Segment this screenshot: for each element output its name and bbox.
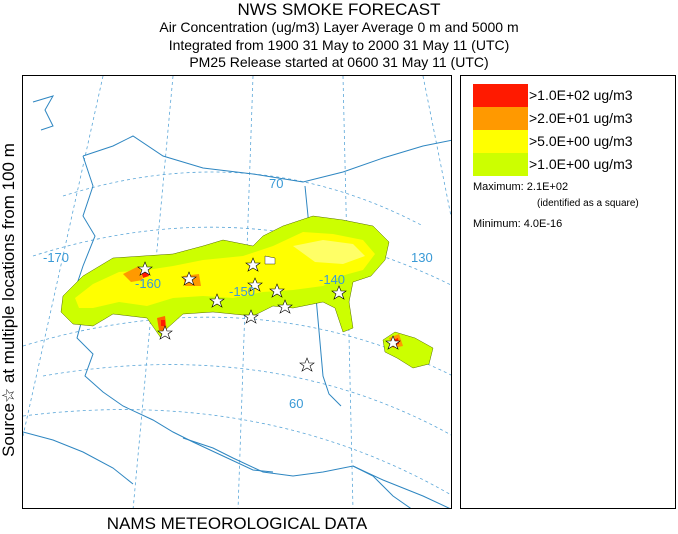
- source-markers: [137, 257, 401, 372]
- legend-maximum: Maximum: 2.1E+02: [473, 181, 569, 193]
- lat-line-55: [23, 409, 451, 496]
- label-lat-60: 60: [289, 396, 303, 411]
- legend-label-level2: >5.0E+00 ug/m3: [529, 133, 633, 149]
- legend-swatch-level3: [473, 107, 528, 130]
- source-star: [299, 357, 315, 372]
- source-star: [209, 293, 225, 308]
- label-lon-140: -140: [319, 272, 345, 287]
- map-panel: -170 -160 -150 -140 130 70 60: [22, 75, 452, 509]
- legend-label-level1: >1.0E+00 ug/m3: [529, 156, 633, 172]
- legend-swatch-level2: [473, 130, 528, 153]
- source-star: [247, 277, 263, 292]
- legend-label-level4: >1.0E+02 ug/m3: [529, 87, 633, 103]
- subtitle-release: PM25 Release started at 0600 31 May 11 (…: [189, 54, 489, 70]
- legend-maximum-note: (identified as a square): [537, 198, 639, 209]
- label-lon-160: -160: [135, 276, 161, 291]
- plume-level4-b: [161, 320, 165, 326]
- smoke-plume: [60, 215, 434, 369]
- legend-row-level3: >2.0E+01 ug/m3: [473, 107, 673, 130]
- map-canvas: -170 -160 -150 -140 130 70 60: [23, 76, 451, 508]
- source-star: [269, 283, 285, 298]
- legend-row-level2: >5.0E+00 ug/m3: [473, 130, 673, 153]
- legend-swatch-level1: [473, 153, 528, 176]
- lon-line-130: [422, 76, 451, 219]
- lat-line-60: [42, 364, 451, 436]
- met-data-label: NAMS METEOROLOGICAL DATA: [106, 514, 368, 533]
- label-lat-70: 70: [269, 176, 283, 191]
- coast-chukotka: [32, 95, 55, 131]
- latitude-lines: [23, 171, 451, 496]
- plume-level2-core: [293, 240, 365, 264]
- source-star: [277, 299, 293, 314]
- source-height-label: Source☆ at multiple locations from 100 m: [0, 143, 18, 457]
- plume-level3-a: [123, 266, 143, 282]
- subtitle-concentration: Air Concentration (ug/m3) Layer Average …: [159, 19, 519, 35]
- source-star: [243, 309, 259, 324]
- label-lon-170: -170: [43, 250, 69, 265]
- coastline: [23, 95, 451, 508]
- lon-line-170: [23, 76, 104, 437]
- main-title: NWS SMOKE FORECAST: [237, 0, 441, 19]
- grid-labels: -170 -160 -150 -140 130 70 60: [43, 176, 433, 411]
- legend-row-level1: >1.0E+00 ug/m3: [473, 153, 673, 176]
- source-star: [331, 285, 347, 300]
- source-star: [157, 325, 173, 340]
- legend-row-level4: >1.0E+02 ug/m3: [473, 84, 673, 107]
- plume-southeast: [382, 331, 434, 369]
- coast-north: [82, 135, 451, 183]
- source-star: [385, 335, 401, 350]
- source-star: [137, 261, 153, 276]
- lat-line-70: [62, 171, 424, 227]
- legend-panel: >1.0E+02 ug/m3 >2.0E+01 ug/m3 >5.0E+00 u…: [460, 75, 676, 509]
- legend-label-level3: >2.0E+01 ug/m3: [529, 110, 633, 126]
- coast-west: [72, 155, 274, 473]
- subtitle-integration: Integrated from 1900 31 May to 2000 31 M…: [168, 37, 510, 53]
- label-lon-130: 130: [411, 250, 433, 265]
- legend-swatch-level4: [473, 84, 528, 107]
- source-star: [245, 257, 261, 272]
- legend-minimum: Minimum: 4.0E-16: [473, 218, 563, 230]
- max-square: [264, 255, 276, 265]
- coast-aleutian: [23, 431, 134, 485]
- coast-panhandle: [352, 465, 412, 508]
- coast-south: [182, 437, 450, 508]
- label-lon-150: -150: [229, 284, 255, 299]
- source-star: [181, 271, 197, 286]
